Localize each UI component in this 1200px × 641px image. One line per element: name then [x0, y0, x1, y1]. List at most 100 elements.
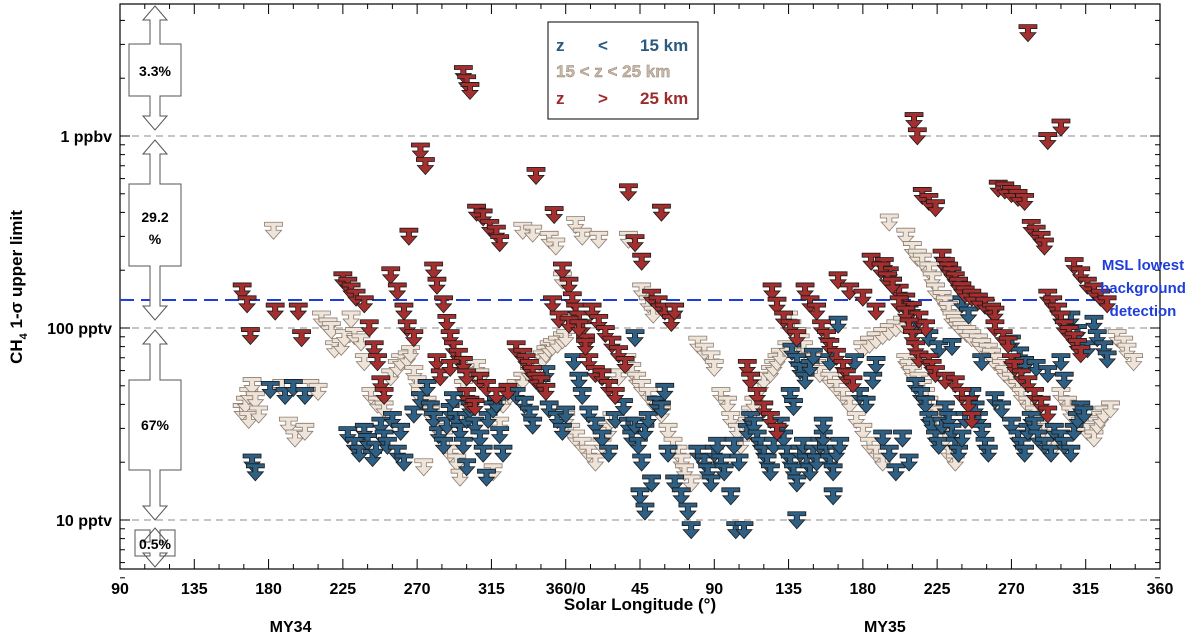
- point-1-70: [546, 237, 566, 256]
- point-0-5: [295, 387, 315, 406]
- point-2-42: [490, 234, 510, 253]
- y-axis-title: CH4 1-σ upper limit: [7, 210, 30, 364]
- legend-entry-low: z < 15 km: [556, 36, 688, 55]
- distribution-arrow-4: [134, 527, 176, 568]
- point-2-191: [1038, 132, 1058, 151]
- point-0-195: [959, 306, 978, 325]
- point-0-142: [866, 356, 886, 375]
- point-0-91: [721, 487, 741, 506]
- point-2-83: [615, 356, 635, 375]
- point-0-61: [599, 444, 619, 463]
- point-0-136: [828, 315, 848, 334]
- point-0-71: [625, 329, 645, 348]
- martian-year-label-0: MY34: [270, 619, 312, 636]
- point-0-26: [434, 436, 453, 455]
- point-0-48: [523, 416, 543, 435]
- point-0-168: [978, 444, 998, 463]
- y-axis-ticks: 1 ppbv 100 pptv 10 pptv: [47, 19, 1160, 579]
- legend-entry-high: z > 25 km: [556, 89, 688, 108]
- point-0-180: [1041, 444, 1061, 463]
- point-0-154: [929, 436, 949, 455]
- point-2-90: [661, 314, 681, 333]
- point-2-72: [605, 387, 625, 406]
- point-0-161: [952, 429, 972, 448]
- point-0-185: [1064, 422, 1084, 441]
- point-0-103: [761, 463, 780, 482]
- legend-entry-low-km: 15 km: [640, 36, 688, 55]
- point-1-106: [704, 358, 724, 377]
- point-2-170: [1035, 237, 1054, 256]
- distribution-label-1: 3.3%: [139, 63, 171, 79]
- distribution-bracket: 3.3% 29.2% 67% 0.5%: [128, 5, 182, 568]
- x-axis-ticks: 90 135 180 225 270 315 360/0 45 90 135 180 225 270 31…: [111, 4, 1173, 598]
- point-0-63: [614, 398, 633, 417]
- point-1-160: [879, 213, 899, 232]
- point-2-99: [762, 282, 782, 301]
- point-2-3: [265, 302, 285, 321]
- point-0-119: [813, 429, 833, 448]
- point-1-4: [245, 391, 265, 410]
- reference-line-label-2: background: [1100, 280, 1186, 297]
- point-0-86: [701, 474, 721, 493]
- point-0-41: [493, 444, 513, 463]
- point-0-145: [886, 463, 906, 482]
- point-0-201: [1038, 365, 1058, 384]
- point-0-67: [628, 436, 648, 455]
- point-0-38: [478, 410, 498, 429]
- x-tick-label-2: 180: [255, 581, 282, 598]
- x-tick-label-4: 270: [404, 581, 431, 598]
- point-2-103: [787, 329, 807, 348]
- point-1-68: [523, 224, 543, 243]
- point-0-90: [714, 463, 734, 482]
- point-2-13: [368, 353, 387, 372]
- point-0-54: [556, 405, 576, 424]
- point-2-98: [767, 422, 787, 441]
- point-1-22: [351, 333, 371, 352]
- point-0-72: [630, 487, 650, 506]
- distribution-label-4: 0.5%: [139, 536, 171, 552]
- point-2-11: [359, 319, 379, 338]
- point-2-140: [926, 199, 945, 218]
- point-0-70: [638, 410, 658, 429]
- point-0-53: [553, 422, 572, 441]
- point-2-27: [437, 314, 457, 333]
- x-tick-label-9: 135: [775, 581, 802, 598]
- point-2-23: [415, 157, 435, 176]
- point-0-44: [477, 468, 496, 487]
- point-2-115: [840, 282, 860, 301]
- x-tick-label-11: 225: [924, 581, 951, 598]
- y-axis-title-rest: 1-σ upper limit: [7, 210, 26, 333]
- point-0-80: [671, 487, 691, 506]
- point-0-193: [942, 337, 962, 356]
- x-tick-label-7: 45: [631, 581, 649, 598]
- point-1-31: [401, 345, 420, 364]
- point-2-34: [465, 398, 485, 417]
- point-0-140: [856, 395, 876, 414]
- point-2-179: [1071, 345, 1091, 364]
- point-0-76: [652, 400, 671, 419]
- y-tick-label-2: 10 pptv: [56, 513, 112, 530]
- point-0-158: [942, 422, 962, 441]
- point-0-160: [949, 444, 969, 463]
- point-0-143: [873, 429, 893, 448]
- point-0-81: [678, 502, 698, 521]
- point-0-137: [823, 487, 843, 506]
- point-0-170: [992, 400, 1011, 419]
- point-0-36: [470, 429, 490, 448]
- legend-entry-high-km: 25 km: [640, 89, 688, 108]
- point-0-60: [592, 429, 612, 448]
- point-0-210: [1097, 350, 1117, 369]
- point-0-32: [453, 436, 473, 455]
- point-2-156: [926, 365, 945, 384]
- x-axis-title: Solar Longitude (°): [564, 595, 716, 614]
- point-1-161: [896, 227, 916, 246]
- point-1-20: [341, 310, 361, 329]
- point-0-150: [916, 395, 935, 414]
- point-0-2: [260, 380, 280, 399]
- legend-entry-high-op: >: [598, 89, 608, 108]
- point-2-48: [477, 379, 496, 398]
- point-1-137: [853, 422, 873, 441]
- point-0-192: [929, 340, 949, 359]
- point-2-77: [576, 337, 595, 356]
